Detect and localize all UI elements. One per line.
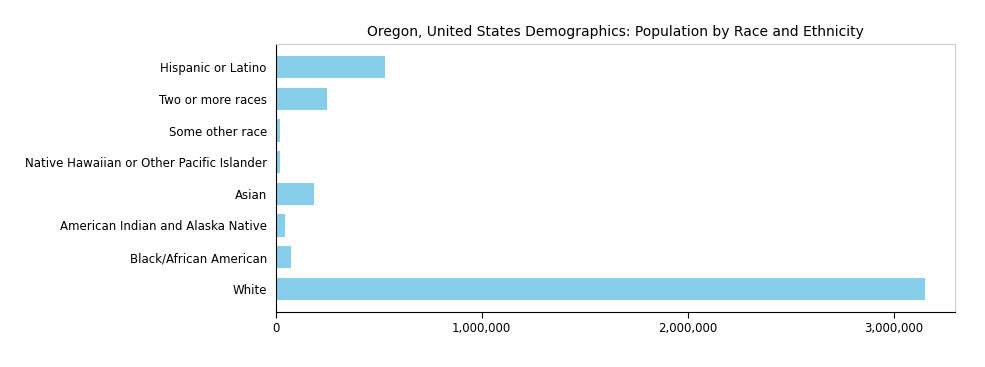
Bar xyxy=(276,277,925,300)
Bar xyxy=(276,183,314,205)
Bar xyxy=(276,214,285,236)
Title: Oregon, United States Demographics: Population by Race and Ethnicity: Oregon, United States Demographics: Popu… xyxy=(367,25,864,39)
Bar xyxy=(276,88,327,110)
Bar xyxy=(276,151,280,173)
Bar xyxy=(276,56,385,79)
Bar xyxy=(276,246,292,268)
Bar xyxy=(276,120,281,142)
